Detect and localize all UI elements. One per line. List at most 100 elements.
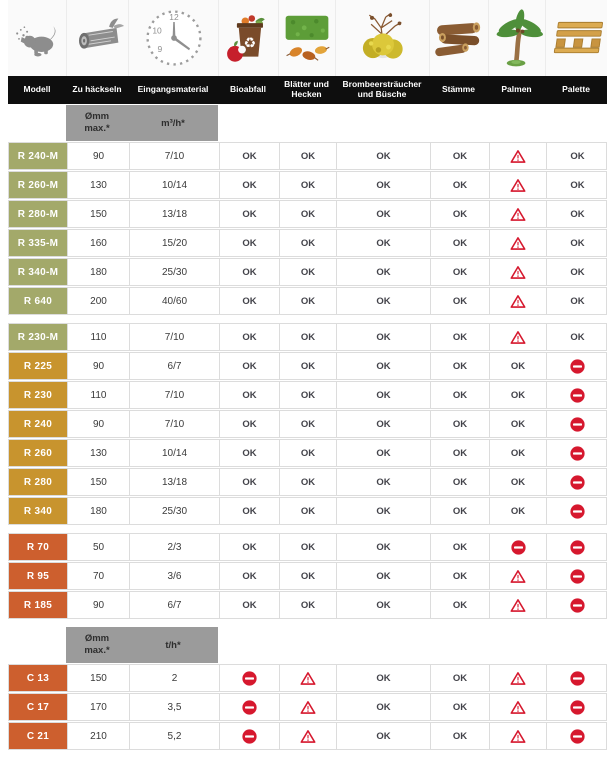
warning-triangle-icon: [510, 236, 526, 250]
rating-cell: OK: [430, 201, 489, 227]
model-label: R 280: [9, 469, 67, 495]
ok-label: OK: [242, 237, 257, 249]
rating-cell: OK: [336, 498, 430, 524]
table-row: R 185 90 6/7 OK OK OK OK: [8, 591, 607, 619]
no-entry-icon: [570, 474, 585, 490]
rating-cell: OK: [336, 534, 430, 560]
rating-cell: OK: [430, 498, 489, 524]
max-diameter-value: 130: [67, 440, 129, 466]
rating-cell: [219, 723, 279, 749]
rating-cell: OK: [336, 665, 430, 691]
rating-cell: [546, 469, 607, 495]
model-label: C 21: [9, 723, 67, 749]
warning-triangle-icon: [510, 330, 526, 344]
rating-cell: OK: [489, 440, 546, 466]
table-row: C 21 210 5,2 OK OK: [8, 722, 607, 750]
rating-cell: OK: [279, 288, 336, 314]
rating-cell: OK: [219, 201, 279, 227]
warning-triangle-icon: [510, 671, 526, 685]
ok-label: OK: [242, 331, 257, 343]
rating-cell: OK: [219, 353, 279, 379]
throughput-value: 3,5: [129, 694, 219, 720]
ok-label: OK: [242, 476, 257, 488]
rating-cell: [546, 534, 607, 560]
rating-cell: OK: [336, 411, 430, 437]
ok-label: OK: [300, 418, 316, 430]
rating-cell: OK: [489, 469, 546, 495]
rating-cell: OK: [546, 324, 607, 350]
warning-triangle-icon: [510, 569, 526, 583]
svg-text:10: 10: [152, 25, 162, 35]
rating-cell: [489, 534, 546, 560]
ok-label: OK: [300, 266, 316, 278]
ok-label: OK: [452, 701, 468, 713]
rating-cell: OK: [279, 563, 336, 589]
table-row: R 280 150 13/18 OK OK OK OK OK: [8, 468, 607, 496]
ok-label: OK: [242, 599, 257, 611]
icon-cell-zu-haeckseln: [66, 0, 128, 76]
ok-label: OK: [300, 208, 316, 220]
rating-cell: OK: [430, 534, 489, 560]
rating-cell: [489, 288, 546, 314]
column-header-brombeerstraeucher: Brombeersträucher und Büsche: [342, 79, 422, 99]
max-diameter-value: 90: [67, 353, 129, 379]
logs-icon: [435, 22, 481, 57]
rating-cell: [489, 143, 546, 169]
rating-cell: OK: [546, 143, 607, 169]
model-label: R 240-M: [9, 143, 67, 169]
no-entry-icon: [242, 670, 257, 686]
ok-label: OK: [452, 179, 468, 191]
throughput-value: 7/10: [129, 411, 219, 437]
column-header-staemme: Stämme: [441, 84, 476, 95]
column-header-bioabfall: Bioabfall: [230, 84, 266, 95]
warning-triangle-icon: [510, 178, 526, 192]
ok-label: OK: [570, 295, 585, 307]
ok-label: OK: [376, 331, 391, 343]
max-diameter-value: 90: [67, 592, 129, 618]
rating-cell: OK: [336, 592, 430, 618]
rating-cell: OK: [336, 172, 430, 198]
ok-label: OK: [376, 360, 391, 372]
ok-label: OK: [452, 266, 468, 278]
ok-label: OK: [376, 599, 391, 611]
icon-cell-bioabfall: ♻: [218, 0, 278, 76]
throughput-value: 2/3: [129, 534, 219, 560]
table-row: R 70 50 2/3 OK OK OK OK: [8, 533, 607, 561]
rating-cell: OK: [430, 382, 489, 408]
throughput-value: 40/60: [129, 288, 219, 314]
ok-label: OK: [242, 295, 257, 307]
rating-cell: OK: [430, 723, 489, 749]
ok-label: OK: [510, 360, 526, 372]
warning-triangle-icon: [510, 700, 526, 714]
rating-cell: OK: [279, 592, 336, 618]
model-label: R 640: [9, 288, 67, 314]
max-diameter-value: 90: [67, 411, 129, 437]
ok-label: OK: [300, 447, 316, 459]
rating-cell: [546, 498, 607, 524]
ok-label: OK: [570, 266, 585, 278]
max-diameter-value: 70: [67, 563, 129, 589]
table-row: R 260-M 130 10/14 OK OK OK OK OK: [8, 171, 607, 199]
rating-cell: OK: [430, 469, 489, 495]
max-diameter-value: 200: [67, 288, 129, 314]
warning-triangle-icon: [510, 598, 526, 612]
no-entry-icon: [570, 699, 585, 715]
ok-label: OK: [242, 208, 257, 220]
throughput-value: 10/14: [129, 172, 219, 198]
max-diameter-value: 150: [67, 469, 129, 495]
warning-triangle-icon: [510, 149, 526, 163]
no-entry-icon: [570, 358, 585, 374]
rating-cell: [489, 665, 546, 691]
model-label: C 13: [9, 665, 67, 691]
ok-label: OK: [452, 672, 468, 684]
ok-label: OK: [376, 418, 391, 430]
rating-cell: OK: [279, 143, 336, 169]
rating-cell: OK: [279, 259, 336, 285]
warning-triangle-icon: [300, 671, 316, 685]
max-diameter-value: 180: [67, 498, 129, 524]
rating-cell: OK: [489, 382, 546, 408]
rating-cell: OK: [430, 440, 489, 466]
rating-cell: OK: [336, 324, 430, 350]
rating-cell: OK: [336, 563, 430, 589]
ok-label: OK: [376, 179, 391, 191]
